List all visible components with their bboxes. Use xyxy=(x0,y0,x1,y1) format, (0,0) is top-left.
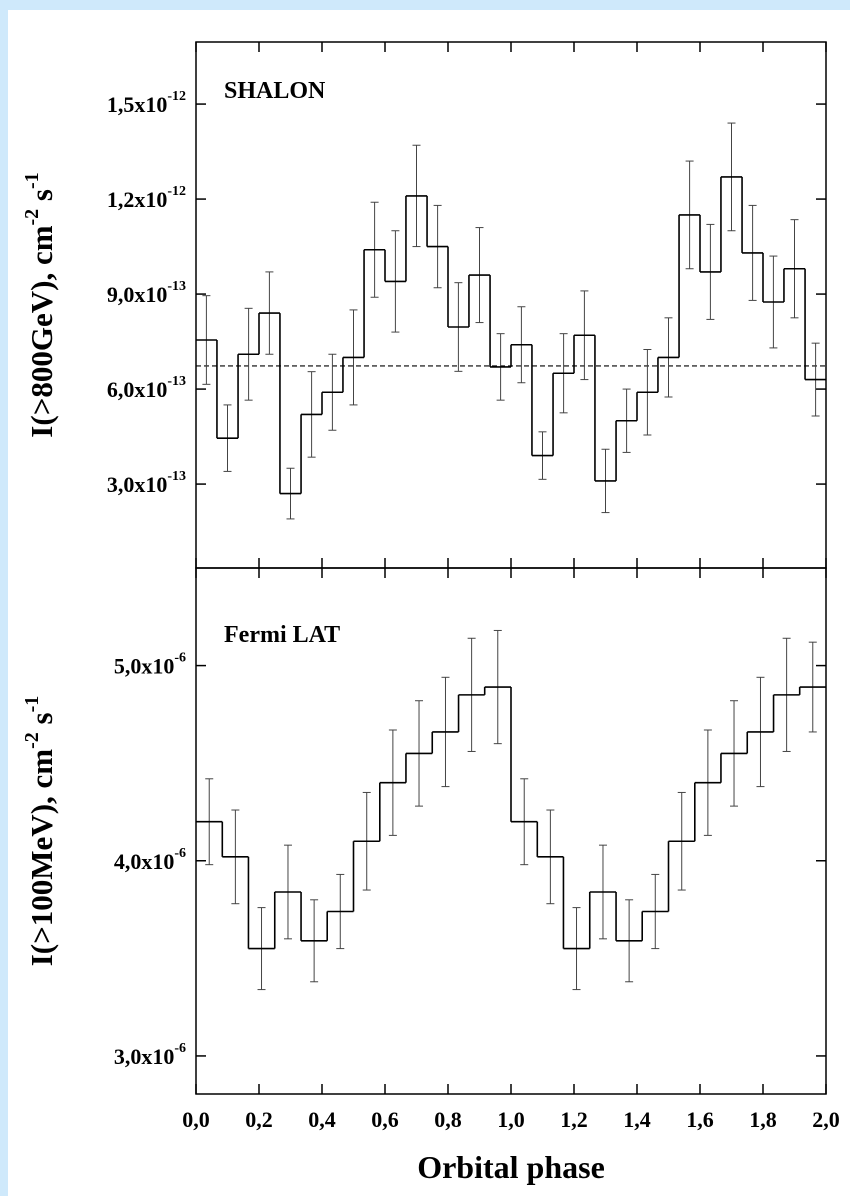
y-axis-title-part: s xyxy=(24,189,59,209)
y-tick-mantissa: 3,0x10 xyxy=(107,472,168,497)
y-tick-mantissa: 5,0x10 xyxy=(114,654,175,679)
x-tick-label: 0,4 xyxy=(308,1107,336,1132)
y-axis-title-part: s xyxy=(24,712,59,732)
x-tick-label: 1,8 xyxy=(749,1107,777,1132)
y-tick-mantissa: 6,0x10 xyxy=(107,377,168,402)
x-tick-label: 1,6 xyxy=(686,1107,714,1132)
x-tick-label: 0,8 xyxy=(434,1107,462,1132)
y-tick-exponent: -6 xyxy=(174,1041,186,1056)
x-tick-label: 0,2 xyxy=(245,1107,273,1132)
y-tick-exponent: -6 xyxy=(174,846,186,861)
x-axis-title: Orbital phase xyxy=(417,1149,605,1185)
y-axis-title-part: I(>100MeV), cm xyxy=(24,749,59,967)
y-tick-exponent: -13 xyxy=(167,374,186,389)
y-tick-mantissa: 4,0x10 xyxy=(114,849,175,874)
x-tick-label: 0,0 xyxy=(182,1107,210,1132)
y-tick-label: 1,2x10-12 xyxy=(107,184,186,212)
y-tick-mantissa: 3,0x10 xyxy=(114,1044,175,1069)
y-tick-label: 3,0x10-6 xyxy=(114,1041,186,1069)
y-axis-title-exponent: -1 xyxy=(21,696,43,713)
y-tick-label: 6,0x10-13 xyxy=(107,374,186,402)
y-axis-title: I(>100MeV), cm-2 s-1 xyxy=(21,696,59,967)
x-tick-label: 1,4 xyxy=(623,1107,651,1132)
y-axis-title-part: I(>800GeV), cm xyxy=(24,225,59,437)
panel-label: Fermi LAT xyxy=(224,622,340,648)
y-tick-mantissa: 1,2x10 xyxy=(107,187,168,212)
y-axis-title-exponent: -1 xyxy=(21,172,43,189)
y-tick-label: 9,0x10-13 xyxy=(107,279,186,307)
y-tick-exponent: -13 xyxy=(167,279,186,294)
y-tick-exponent: -12 xyxy=(167,184,186,199)
y-axis-title: I(>800GeV), cm-2 s-1 xyxy=(21,172,59,437)
y-tick-label: 3,0x10-13 xyxy=(107,469,186,497)
x-tick-label: 2,0 xyxy=(812,1107,840,1132)
y-tick-label: 1,5x10-12 xyxy=(107,89,186,117)
y-tick-mantissa: 1,5x10 xyxy=(107,92,168,117)
panel-label: SHALON xyxy=(224,78,326,104)
x-tick-label: 1,0 xyxy=(497,1107,525,1132)
y-tick-exponent: -13 xyxy=(167,469,186,484)
y-tick-label: 4,0x10-6 xyxy=(114,846,186,874)
y-tick-exponent: -6 xyxy=(174,651,186,666)
x-tick-label: 1,2 xyxy=(560,1107,588,1132)
y-tick-mantissa: 9,0x10 xyxy=(107,282,168,307)
y-axis-title-exponent: -2 xyxy=(21,209,43,226)
y-tick-exponent: -12 xyxy=(167,89,186,104)
x-tick-label: 0,6 xyxy=(371,1107,399,1132)
plot-background xyxy=(8,10,850,1196)
y-tick-label: 5,0x10-6 xyxy=(114,651,186,679)
y-axis-title-exponent: -2 xyxy=(21,732,43,749)
